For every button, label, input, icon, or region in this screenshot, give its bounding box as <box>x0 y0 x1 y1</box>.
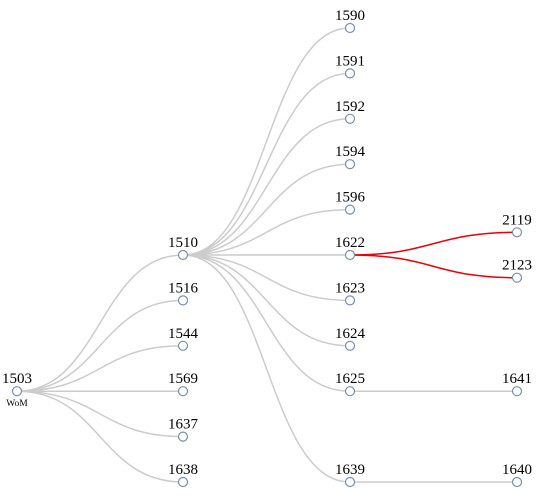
node-circle-1516[interactable] <box>177 295 189 306</box>
node-circle-1510[interactable] <box>177 249 189 261</box>
node-label-1641: 1641 <box>502 371 532 387</box>
link-1510-1596 <box>182 208 351 256</box>
node-circle-2119[interactable] <box>511 227 523 238</box>
node-1639[interactable]: 1639 <box>335 462 365 488</box>
node-2123[interactable]: 2123 <box>502 258 532 283</box>
node-1623[interactable]: 1623 <box>335 280 365 306</box>
node-label-1638: 1638 <box>168 462 198 478</box>
node-1641[interactable]: 1641 <box>502 371 532 397</box>
node-label-1590: 1590 <box>335 8 365 24</box>
node-label-1624: 1624 <box>335 326 366 342</box>
link-1622-2119 <box>349 231 518 256</box>
node-circle-1623[interactable] <box>344 295 356 306</box>
link-1503-1544 <box>16 345 184 392</box>
node-1637[interactable]: 1637 <box>168 417 199 442</box>
link-1503-1637 <box>16 390 184 438</box>
link-1503-1516 <box>16 299 184 392</box>
link-1510-1639 <box>182 254 351 483</box>
nodes-layer: 1503 WoM 1510 1516 1544 1569 1637 1638 1590 1591 1… <box>2 8 532 488</box>
node-label-1544: 1544 <box>168 326 199 342</box>
node-label-1625: 1625 <box>335 371 365 387</box>
link-1510-1592 <box>182 118 351 256</box>
node-label-1516: 1516 <box>168 280 199 296</box>
node-label-1637: 1637 <box>168 417 199 433</box>
node-circle-1596[interactable] <box>344 204 356 215</box>
node-label-1594: 1594 <box>335 144 366 160</box>
node-1592[interactable]: 1592 <box>335 99 365 124</box>
node-circle-1544[interactable] <box>177 340 189 351</box>
link-1510-1623 <box>182 254 351 302</box>
node-label-1596: 1596 <box>335 190 366 206</box>
node-1596[interactable]: 1596 <box>335 190 366 215</box>
node-1594[interactable]: 1594 <box>335 144 366 170</box>
node-circle-1503[interactable] <box>11 386 23 397</box>
node-circle-1638[interactable] <box>177 476 189 488</box>
link-1510-1590 <box>182 27 351 256</box>
link-1510-1624 <box>182 254 351 347</box>
node-circle-1591[interactable] <box>344 68 356 79</box>
node-label-1510: 1510 <box>168 235 198 251</box>
node-circle-1640[interactable] <box>511 476 523 488</box>
node-circle-1637[interactable] <box>177 431 189 442</box>
node-1591[interactable]: 1591 <box>335 53 365 79</box>
node-circle-1590[interactable] <box>344 22 356 34</box>
node-1625[interactable]: 1625 <box>335 371 365 397</box>
node-label-1592: 1592 <box>335 99 365 115</box>
link-1503-1638 <box>16 390 184 483</box>
node-1544[interactable]: 1544 <box>168 326 199 351</box>
link-1510-1591 <box>182 72 351 256</box>
node-label-1639: 1639 <box>335 462 365 478</box>
link-1503-1510 <box>16 254 184 392</box>
node-label-1623: 1623 <box>335 280 365 296</box>
node-1638[interactable]: 1638 <box>168 462 198 488</box>
node-label-1640: 1640 <box>502 462 532 478</box>
node-circle-2123[interactable] <box>511 272 523 283</box>
node-circle-1569[interactable] <box>177 386 189 397</box>
link-1622-2123 <box>349 254 518 279</box>
node-sublabel-1503: WoM <box>6 399 28 409</box>
node-1516[interactable]: 1516 <box>168 280 199 306</box>
node-1569[interactable]: 1569 <box>168 371 198 397</box>
node-label-2123: 2123 <box>502 258 532 274</box>
node-1622[interactable]: 1622 <box>335 235 365 261</box>
node-circle-1624[interactable] <box>344 340 356 351</box>
node-1503[interactable]: 1503 WoM <box>2 371 32 409</box>
node-2119[interactable]: 2119 <box>502 212 532 238</box>
node-label-1503: 1503 <box>2 371 32 387</box>
node-1590[interactable]: 1590 <box>335 8 365 34</box>
link-1510-1625 <box>182 254 351 392</box>
links-layer <box>16 27 518 483</box>
link-1510-1594 <box>182 163 351 256</box>
node-circle-1625[interactable] <box>344 386 356 397</box>
node-1640[interactable]: 1640 <box>502 462 532 488</box>
node-circle-1592[interactable] <box>344 113 356 124</box>
node-circle-1639[interactable] <box>344 476 356 488</box>
node-label-1569: 1569 <box>168 371 198 387</box>
node-label-1622: 1622 <box>335 235 365 251</box>
node-circle-1622[interactable] <box>344 249 356 261</box>
node-1510[interactable]: 1510 <box>168 235 198 261</box>
node-circle-1641[interactable] <box>511 386 523 397</box>
node-label-1591: 1591 <box>335 53 365 69</box>
node-label-2119: 2119 <box>502 212 531 228</box>
node-circle-1594[interactable] <box>344 159 356 170</box>
node-1624[interactable]: 1624 <box>335 326 366 351</box>
